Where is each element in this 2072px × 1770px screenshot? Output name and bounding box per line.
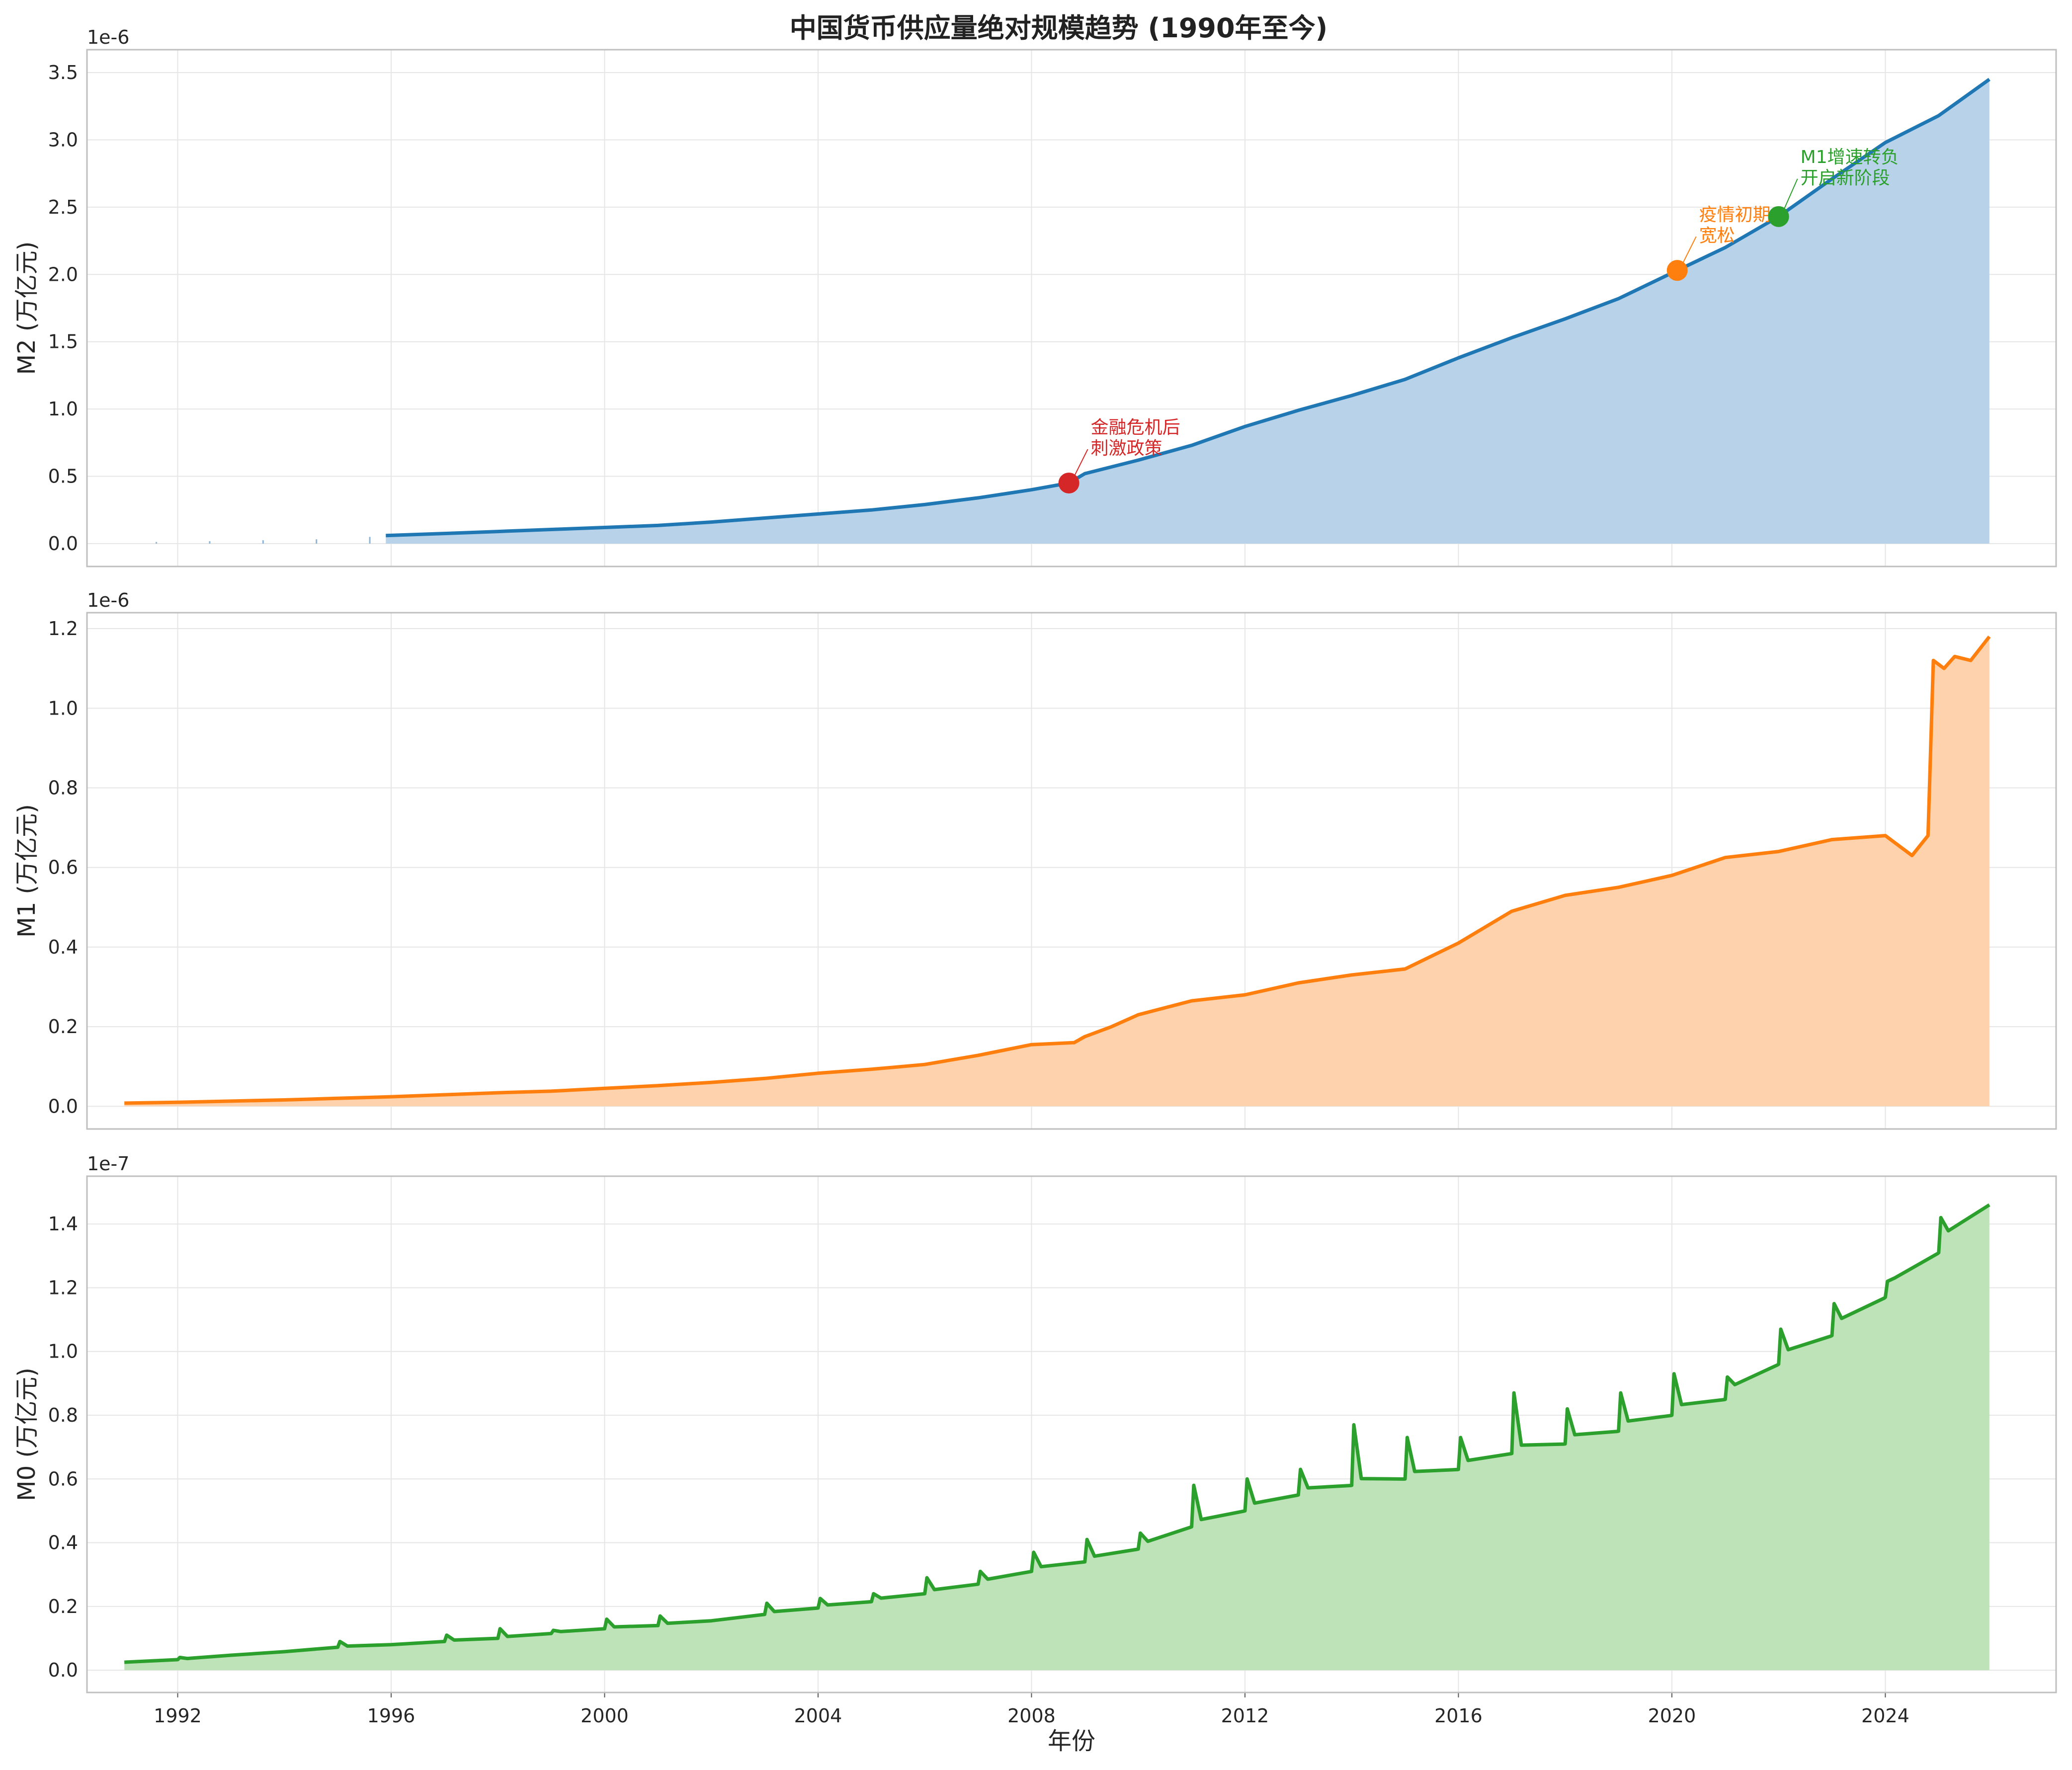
m2-y-tick-label-3.5: 3.5 [48, 62, 78, 83]
x-axis-label: 年份 [1048, 1727, 1095, 1755]
m0-panel: 1992 1996 2000 2004 2008 2012 2016 2020 2024 0.0 0… [13, 1153, 2057, 1727]
annotation-label: M1增速转负开启新阶段 [1801, 147, 1899, 188]
x-tick-label-2016: 2016 [1434, 1705, 1483, 1727]
x-tick-label-1992: 1992 [154, 1705, 202, 1727]
m0-y-tick-label-0.8: 0.8 [48, 1404, 78, 1426]
m0-y-tick-label-0.2: 0.2 [48, 1596, 78, 1617]
m1-panel-frame [86, 612, 2057, 1130]
annotation-marker [1768, 206, 1789, 227]
m2-scale-label: 1e-6 [87, 26, 129, 48]
m1-panel: 0.0 0.2 0.4 0.6 0.8 1.0 1.2 1e-6 M1 (万亿元) [13, 589, 2057, 1130]
m0-y-tick-label-1.4: 1.4 [48, 1213, 78, 1235]
m1-y-tick-label-0.2: 0.2 [48, 1016, 78, 1038]
annotation-label: 金融危机后刺激政策 [1091, 417, 1180, 459]
x-tick-label-1996: 1996 [367, 1705, 415, 1727]
m0-series-line [124, 1203, 1990, 1664]
x-tick-label-2024: 2024 [1861, 1705, 1909, 1727]
chart-title: 中国货币供应量绝对规模趋势 (1990年至今) [790, 12, 1327, 44]
m0-y-tick-label-1.2: 1.2 [48, 1277, 78, 1298]
m2-y-tick-label-0.5: 0.5 [48, 466, 78, 487]
m2-panel: 0.0 0.5 1.0 1.5 2.0 2.5 3.0 3.5 1e-6 M2 (万亿元) 金融危机… [13, 26, 2057, 567]
m1-scale-label: 1e-6 [87, 589, 129, 611]
m2-panel-frame [86, 49, 2057, 567]
annotation-arrow [1680, 236, 1697, 267]
m1-series-line [124, 635, 1991, 1105]
m2-y-tick-label-3.0: 3.0 [48, 129, 78, 151]
m0-panel-frame [86, 1175, 2057, 1693]
m0-y-tick-label-0.0: 0.0 [48, 1659, 78, 1681]
m2-series-line [386, 78, 1990, 538]
m0-y-tick-label-1.0: 1.0 [48, 1341, 78, 1363]
m2-y-tick-label-1.5: 1.5 [48, 331, 78, 353]
m2-y-tick-label-2.5: 2.5 [48, 196, 78, 218]
annotation-arrow [1782, 178, 1798, 213]
x-tick-label-2012: 2012 [1221, 1705, 1269, 1727]
x-tick-label-2008: 2008 [1007, 1705, 1056, 1727]
m1-y-tick-label-1.0: 1.0 [48, 697, 78, 719]
m0-area-fill [124, 1205, 1989, 1671]
m0-scale-label: 1e-7 [87, 1153, 129, 1175]
m1-y-axis-label: M1 (万亿元) [13, 804, 41, 938]
m1-y-tick-label-0.4: 0.4 [48, 936, 78, 958]
m0-y-axis-label: M0 (万亿元) [13, 1368, 41, 1501]
annotation-label: 疫情初期宽松 [1699, 205, 1771, 246]
m1-y-tick-label-0.8: 0.8 [48, 777, 78, 799]
annotation-marker [1666, 260, 1688, 281]
m0-y-tick-label-0.6: 0.6 [48, 1468, 78, 1490]
m2-y-tick-label-0.0: 0.0 [48, 533, 78, 555]
m1-y-tick-label-1.2: 1.2 [48, 618, 78, 640]
annotation-marker [1058, 473, 1079, 494]
m1-y-tick-label-0.0: 0.0 [48, 1095, 78, 1117]
annotation-arrow [1072, 449, 1088, 480]
m2-y-axis-label: M2 (万亿元) [13, 241, 41, 375]
x-tick-label-2000: 2000 [580, 1705, 629, 1727]
m2-area-fill [386, 79, 1989, 544]
m2-y-tick-label-1.0: 1.0 [48, 398, 78, 420]
m2-y-tick-label-2.0: 2.0 [48, 263, 78, 285]
m1-area-fill [124, 637, 1989, 1107]
x-tick-label-2004: 2004 [794, 1705, 842, 1727]
m1-y-tick-label-0.6: 0.6 [48, 857, 78, 879]
m0-y-tick-label-0.4: 0.4 [48, 1532, 78, 1554]
x-tick-label-2020: 2020 [1648, 1705, 1696, 1727]
